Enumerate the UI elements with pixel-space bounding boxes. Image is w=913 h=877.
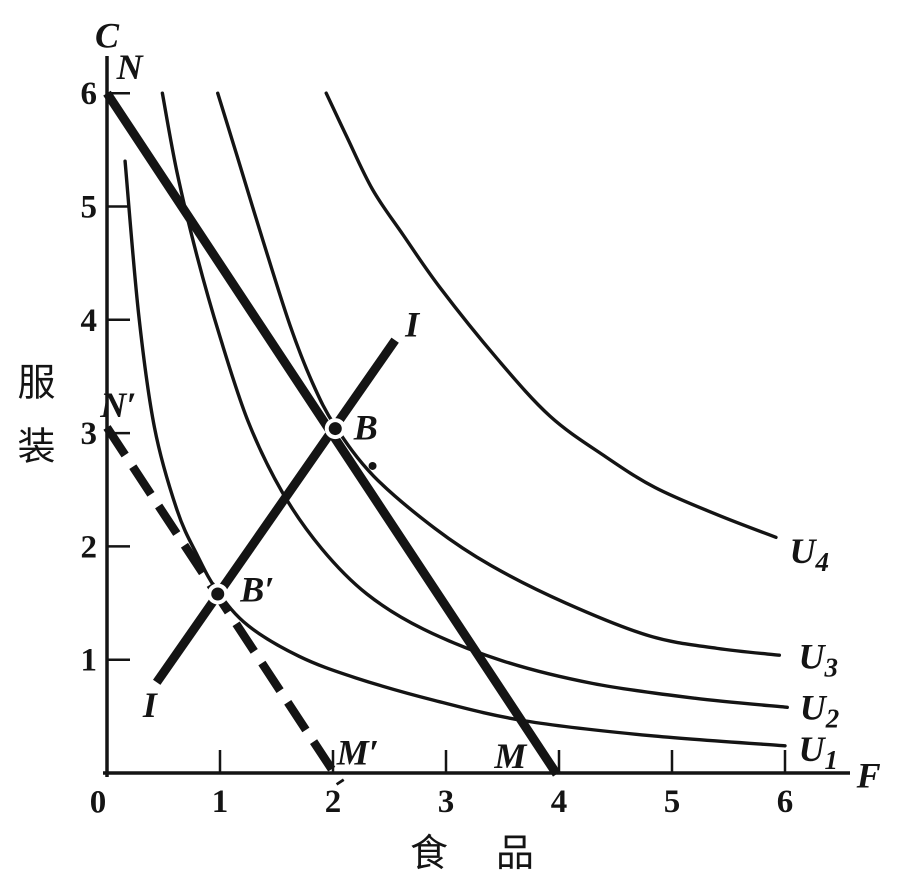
budget-line-n-prime-m-prime	[103, 425, 345, 786]
budget-line-nm-label-1: M	[493, 736, 528, 776]
x-tick-label-1: 1	[212, 784, 229, 820]
indifference-curve-U4	[324, 91, 778, 540]
point-B	[328, 422, 342, 436]
budget-line-nm-label-0: N	[116, 47, 145, 87]
x-tick-label-5: 5	[664, 784, 681, 820]
indifference-curve-U2	[160, 91, 789, 709]
income-consumption-line	[153, 337, 399, 685]
point-B-label: B	[353, 407, 378, 447]
axis-letter-F: F	[856, 755, 881, 795]
x-tick-label-2: 2	[325, 784, 342, 820]
curve-label-U2: U2	[800, 687, 840, 733]
y-tick-label-1: 1	[81, 643, 98, 679]
income-line-label-top: I	[404, 304, 421, 344]
curve-label-U4: U4	[790, 531, 830, 577]
y-tick-label-3: 3	[81, 416, 98, 452]
ink-speck	[368, 461, 377, 470]
income-line-label-bottom: I	[142, 685, 159, 725]
y-axis-title-clothing: 服装	[11, 362, 55, 490]
axis-letter-C: C	[95, 15, 120, 55]
x-tick-label-4: 4	[551, 784, 568, 820]
budget-line-n-prime-m-prime-label-0: N′	[99, 385, 136, 425]
x-tick-label-3: 3	[438, 784, 455, 820]
budget-line-n-prime-m-prime-label-1: M′	[336, 733, 379, 773]
y-tick-label-2: 2	[81, 529, 98, 565]
curve-label-U3: U3	[799, 636, 839, 682]
point-B-prime-label: B′	[239, 569, 274, 609]
y-tick-label-5: 5	[81, 190, 98, 226]
y-tick-label-6: 6	[81, 76, 98, 112]
indifference-curve-U3	[216, 91, 782, 657]
curve-label-U1: U1	[799, 729, 839, 775]
x-axis-title-food: 食 品	[409, 831, 535, 875]
x-tick-label-6: 6	[777, 784, 794, 820]
indifference-curve-U1	[123, 159, 787, 748]
point-B-prime	[211, 587, 225, 601]
y-tick-label-4: 4	[81, 303, 98, 339]
origin-label: 0	[90, 784, 107, 820]
